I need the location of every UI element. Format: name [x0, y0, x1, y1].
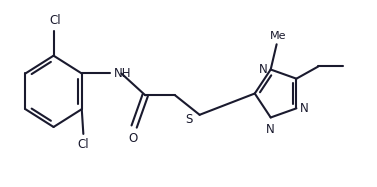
- Text: N: N: [259, 63, 268, 76]
- Text: N: N: [266, 123, 275, 136]
- Text: Cl: Cl: [78, 138, 89, 151]
- Text: O: O: [128, 132, 137, 145]
- Text: S: S: [185, 113, 193, 126]
- Text: Cl: Cl: [50, 13, 61, 27]
- Text: N: N: [300, 102, 308, 115]
- Text: Me: Me: [270, 31, 287, 41]
- Text: NH: NH: [113, 67, 131, 80]
